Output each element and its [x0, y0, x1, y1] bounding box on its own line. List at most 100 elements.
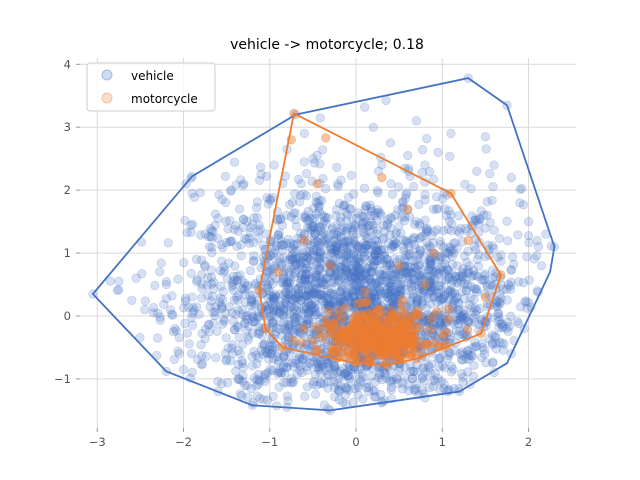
data-point-motorcycle [352, 340, 363, 350]
data-point-vehicle [370, 250, 381, 260]
data-point-vehicle [459, 313, 469, 323]
data-point-vehicle [362, 263, 373, 273]
data-point-vehicle [397, 284, 407, 294]
data-point-vehicle [217, 195, 227, 205]
data-point-vehicle [105, 276, 115, 286]
data-point-vehicle [233, 305, 243, 315]
data-point-vehicle [278, 363, 288, 373]
data-point-vehicle [481, 358, 491, 368]
data-point-vehicle [298, 289, 308, 299]
data-point-vehicle [386, 382, 396, 392]
data-point-vehicle [332, 179, 343, 189]
data-point-vehicle [394, 221, 404, 231]
data-point-motorcycle [423, 339, 433, 349]
data-point-vehicle [412, 265, 423, 275]
data-point-vehicle [518, 278, 529, 288]
data-point-vehicle [383, 218, 393, 228]
data-point-vehicle [202, 280, 212, 291]
data-point-vehicle [473, 261, 484, 271]
data-point-vehicle [482, 282, 492, 292]
data-point-vehicle [364, 221, 374, 231]
data-point-vehicle [341, 369, 351, 379]
data-point-vehicle [323, 271, 333, 282]
data-point-vehicle [357, 369, 367, 379]
data-point-vehicle [301, 258, 312, 268]
data-point-vehicle [425, 271, 435, 281]
data-point-vehicle [302, 365, 313, 375]
data-point-vehicle [422, 243, 432, 253]
data-point-vehicle [290, 313, 300, 323]
data-point-vehicle [454, 298, 464, 309]
data-point-vehicle [303, 309, 313, 320]
data-point-vehicle [420, 189, 430, 200]
data-point-motorcycle [348, 321, 358, 332]
data-point-vehicle [410, 256, 421, 266]
data-point-vehicle [276, 277, 287, 287]
data-point-vehicle [329, 382, 340, 393]
data-point-motorcycle [357, 298, 367, 308]
data-point-vehicle [493, 301, 503, 311]
data-point-vehicle [491, 301, 501, 311]
data-point-vehicle [355, 290, 365, 300]
data-point-vehicle [326, 244, 336, 254]
data-point-vehicle [376, 245, 386, 255]
data-point-motorcycle [480, 292, 491, 302]
data-point-vehicle [433, 147, 443, 157]
data-point-vehicle [233, 346, 243, 356]
data-point-vehicle [509, 259, 519, 269]
data-point-vehicle [375, 208, 385, 218]
data-point-vehicle [304, 280, 314, 291]
data-point-vehicle [293, 283, 303, 293]
data-point-vehicle [348, 189, 359, 199]
data-point-vehicle [265, 311, 275, 321]
data-point-vehicle [345, 204, 355, 214]
data-point-vehicle [361, 202, 371, 212]
data-point-vehicle [435, 353, 445, 363]
data-point-vehicle [302, 314, 312, 325]
data-point-vehicle [331, 210, 341, 221]
data-point-vehicle [345, 364, 356, 375]
data-point-vehicle [296, 258, 306, 268]
data-point-vehicle [322, 291, 332, 301]
data-point-vehicle [265, 314, 275, 325]
data-point-vehicle [506, 311, 516, 321]
data-point-vehicle [209, 318, 219, 328]
data-point-vehicle [191, 254, 202, 264]
data-point-vehicle [452, 261, 462, 271]
data-point-vehicle [222, 238, 232, 248]
data-point-vehicle [210, 311, 220, 321]
data-point-vehicle [424, 167, 435, 177]
data-point-vehicle [281, 298, 291, 308]
data-point-vehicle [290, 312, 300, 322]
data-point-vehicle [379, 251, 389, 261]
y-tick-label: 4 [64, 57, 71, 71]
data-point-vehicle [274, 356, 284, 366]
data-point-vehicle [353, 242, 363, 252]
data-point-vehicle [197, 293, 207, 303]
data-point-vehicle [290, 269, 300, 279]
data-point-vehicle [431, 204, 441, 214]
data-point-vehicle [302, 269, 312, 280]
data-point-vehicle [309, 325, 320, 335]
data-point-vehicle [308, 222, 318, 232]
data-point-motorcycle [364, 333, 375, 343]
data-point-motorcycle [311, 322, 321, 332]
data-point-vehicle [310, 389, 321, 399]
data-point-vehicle [361, 217, 371, 227]
data-point-vehicle [389, 236, 399, 246]
data-point-vehicle [266, 265, 277, 275]
data-point-vehicle [349, 221, 359, 231]
data-point-vehicle [352, 229, 362, 239]
data-point-motorcycle [412, 343, 422, 353]
data-point-vehicle [380, 369, 390, 379]
data-point-vehicle [392, 374, 402, 385]
data-point-vehicle [439, 242, 449, 252]
data-point-vehicle [270, 244, 281, 255]
data-point-vehicle [346, 284, 356, 294]
data-point-vehicle [340, 271, 350, 281]
data-point-vehicle [448, 288, 458, 298]
data-point-vehicle [225, 237, 235, 247]
data-point-vehicle [289, 240, 299, 251]
data-point-vehicle [385, 287, 396, 297]
data-point-vehicle [494, 315, 505, 325]
